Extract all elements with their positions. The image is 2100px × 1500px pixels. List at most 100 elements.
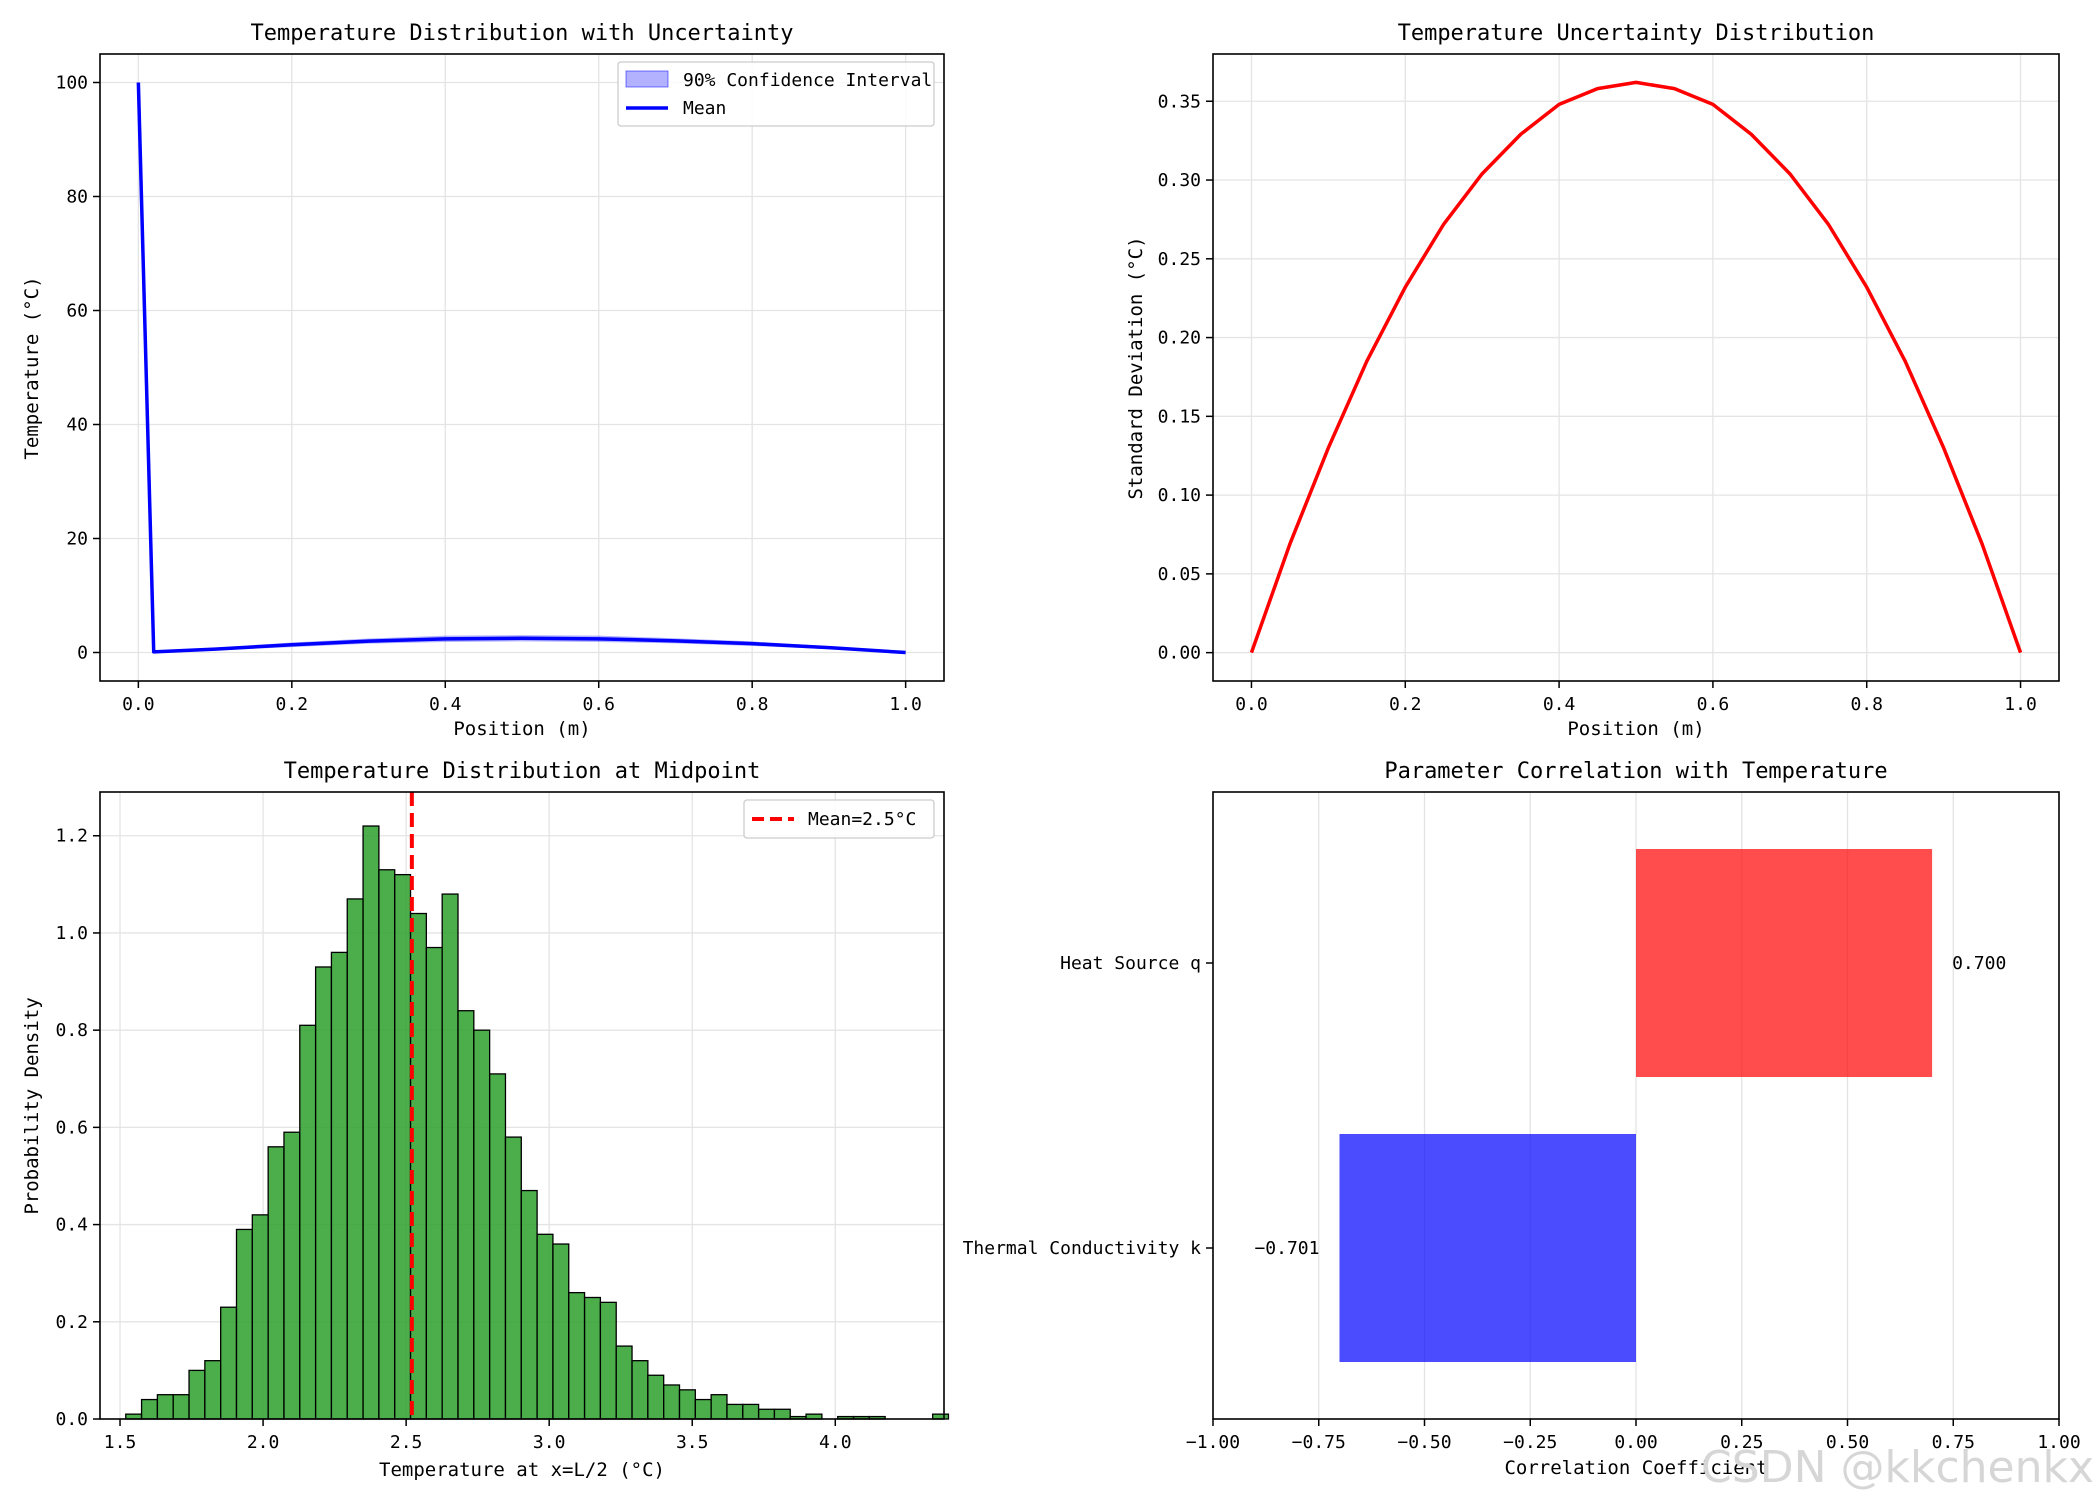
plot-frame: [1212, 53, 2060, 682]
y-tick-label: 0.10: [1158, 485, 1201, 506]
histogram-bar: [473, 1029, 491, 1420]
x-tick-label: −0.75: [1292, 1432, 1346, 1453]
y-tick-label: 0.25: [1158, 249, 1201, 270]
y-axis-label: Probability Density: [21, 997, 43, 1214]
y-ticks: Thermal Conductivity k Heat Source q: [963, 953, 1213, 1259]
plot-frame: [99, 53, 945, 682]
histogram-bar: [362, 825, 380, 1420]
legend-label-mean: Mean=2.5°C: [808, 809, 916, 830]
y-tick-label: 40: [66, 415, 88, 436]
histogram-bar: [441, 893, 459, 1420]
histogram-bar: [346, 898, 364, 1420]
x-tick-label: 0.4: [1543, 694, 1576, 715]
x-tick-label: 0.00: [1614, 1432, 1657, 1453]
x-tick-label: 0.2: [1389, 694, 1422, 715]
y-ticks: 0 20 40 60 80 100: [55, 73, 100, 664]
panel-parameter-correlation: Parameter Correlation with Temperature −…: [963, 759, 2081, 1479]
histogram-bar: [742, 1403, 760, 1420]
x-tick-label: 3.5: [676, 1432, 709, 1453]
histogram-bar: [425, 946, 443, 1420]
y-tick-label: 0.4: [55, 1215, 88, 1236]
legend-box: [743, 799, 935, 839]
x-ticks: 1.5 2.0 2.5 3.0 3.5 4.0: [104, 1419, 852, 1453]
correlation-bar: [1339, 1134, 1636, 1362]
y-tick-label: 0.20: [1158, 328, 1201, 349]
x-tick-label: 0.2: [276, 694, 309, 715]
y-tick-label: 0.8: [55, 1020, 88, 1041]
histogram-bar: [251, 1214, 269, 1420]
histogram-bar: [140, 1398, 159, 1420]
x-ticks: −1.00 −0.75 −0.50 −0.25 0.00 0.25 0.50 0.75 1.00: [1186, 1419, 2081, 1453]
x-tick-label: 1.5: [104, 1432, 137, 1453]
watermark: CSDN @kkchenkx: [1701, 1442, 2094, 1493]
histogram-bar: [204, 1360, 222, 1420]
histogram-bar: [504, 1136, 522, 1420]
x-tick-label: 0.8: [736, 694, 769, 715]
x-axis-label: Position (m): [1567, 718, 1704, 740]
value-label: −0.701: [1254, 1238, 1319, 1259]
panel-midpoint-histogram: Temperature Distribution at Midpoint 1.5…: [21, 759, 950, 1481]
x-tick-label: 1.0: [889, 694, 922, 715]
x-tick-label: 0.8: [1850, 694, 1883, 715]
histogram-bar: [330, 951, 348, 1420]
y-tick-label: 0.6: [55, 1117, 88, 1138]
x-tick-label: 0.0: [1235, 694, 1268, 715]
histogram-bar: [583, 1296, 602, 1420]
histogram-bar: [726, 1403, 744, 1420]
histogram-bar: [599, 1301, 617, 1420]
panel-uncertainty-distribution: Temperature Uncertainty Distribution 0.0…: [1125, 21, 2060, 740]
x-tick-label: 1.00: [2037, 1432, 2080, 1453]
histogram-bar: [283, 1131, 301, 1420]
histogram-bar: [710, 1394, 728, 1420]
histogram-bar: [757, 1408, 776, 1420]
chart-title: Temperature Uncertainty Distribution: [1398, 21, 1875, 46]
histogram-bar: [631, 1360, 649, 1420]
histogram-bar: [694, 1398, 712, 1420]
legend-swatch-ci: [625, 70, 669, 88]
histogram-bar: [156, 1394, 174, 1420]
grid: [100, 54, 944, 681]
histogram-bar: [457, 1010, 475, 1420]
y-axis-label: Standard Deviation (°C): [1125, 236, 1147, 499]
x-axis-label: Temperature at x=L/2 (°C): [379, 1459, 665, 1481]
y-tick-label: 20: [66, 529, 88, 550]
x-tick-label: 4.0: [819, 1432, 852, 1453]
x-tick-label: −0.50: [1397, 1432, 1451, 1453]
chart-title: Parameter Correlation with Temperature: [1384, 759, 1887, 784]
histogram-bars: [125, 825, 950, 1420]
histogram-bar: [188, 1369, 206, 1420]
y-tick-label: 0: [77, 643, 88, 664]
histogram-bar: [773, 1408, 791, 1420]
chart-title: Temperature Distribution with Uncertaint…: [250, 21, 793, 46]
y-tick-label: 100: [55, 73, 88, 94]
histogram-bar: [568, 1291, 586, 1420]
histogram-bar: [220, 1306, 238, 1420]
y-axis-label: Temperature (°C): [21, 276, 43, 459]
y-tick-label: 0.15: [1158, 406, 1201, 427]
x-axis-label: Correlation Coefficient: [1504, 1457, 1767, 1479]
legend-label-mean: Mean: [683, 98, 726, 119]
std-dev-curve: [1249, 80, 2023, 654]
histogram-bar: [378, 869, 396, 1420]
y-tick-label: 1.0: [55, 923, 88, 944]
correlation-bar: [1636, 849, 1933, 1077]
histogram-bar: [267, 1146, 285, 1420]
x-tick-label: 0.6: [1697, 694, 1730, 715]
y-tick-label: 80: [66, 187, 88, 208]
y-ticks: 0.00 0.05 0.10 0.15 0.20 0.25 0.30 0.35: [1158, 91, 1213, 664]
x-tick-label: 0.4: [429, 694, 462, 715]
legend: 90% Confidence Interval Mean: [617, 61, 935, 127]
panel-temperature-distribution: Temperature Distribution with Uncertaint…: [21, 21, 945, 740]
x-tick-label: 0.25: [1720, 1432, 1763, 1453]
histogram-bar: [314, 966, 333, 1420]
histogram-bar: [394, 873, 412, 1420]
grid: [1213, 54, 2059, 681]
correlation-bars: −0.701 0.700: [1254, 849, 2006, 1362]
x-tick-label: 0.50: [1826, 1432, 1869, 1453]
y-tick-label: 0.35: [1158, 91, 1201, 112]
category-label: Heat Source q: [1060, 953, 1201, 974]
y-tick-label: 0.30: [1158, 170, 1201, 191]
histogram-bar: [647, 1374, 665, 1420]
x-axis-label: Position (m): [453, 718, 590, 740]
